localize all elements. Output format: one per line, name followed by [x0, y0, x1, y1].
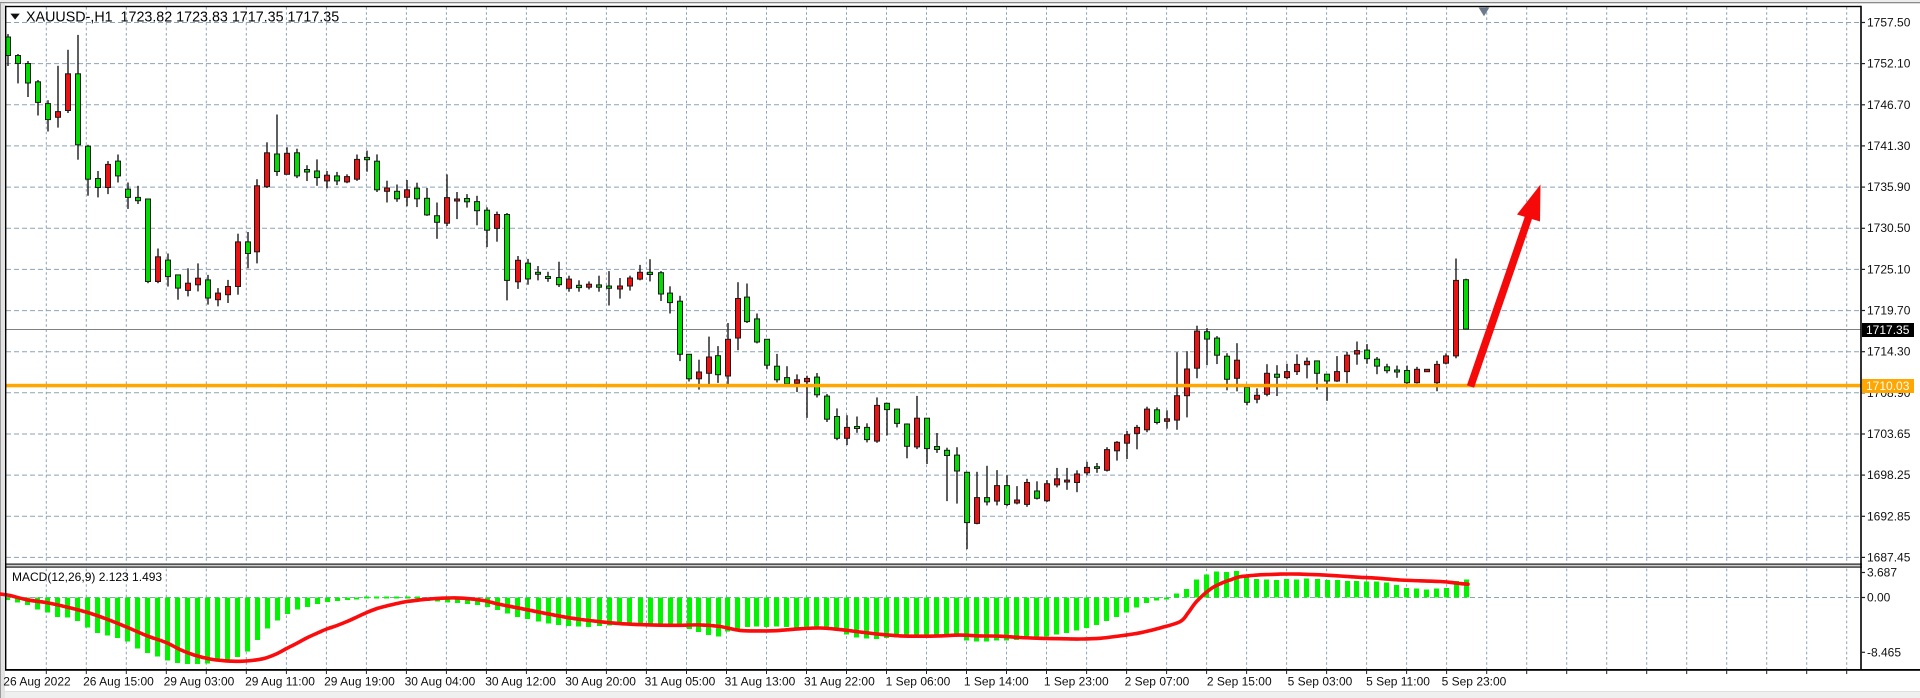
- svg-text:29 Aug 03:00: 29 Aug 03:00: [164, 675, 235, 689]
- svg-text:26 Aug 2022: 26 Aug 2022: [3, 675, 71, 689]
- svg-text:31 Aug 22:00: 31 Aug 22:00: [804, 675, 875, 689]
- svg-text:1746.70: 1746.70: [1867, 98, 1911, 112]
- svg-text:1730.50: 1730.50: [1867, 221, 1911, 235]
- svg-text:1687.45: 1687.45: [1867, 550, 1911, 564]
- svg-text:1692.85: 1692.85: [1867, 509, 1911, 523]
- svg-text:1 Sep 14:00: 1 Sep 14:00: [964, 675, 1029, 689]
- svg-text:1 Sep 06:00: 1 Sep 06:00: [886, 675, 951, 689]
- svg-text:1752.10: 1752.10: [1867, 57, 1911, 71]
- svg-text:1698.25: 1698.25: [1867, 468, 1911, 482]
- svg-text:1725.10: 1725.10: [1867, 262, 1911, 276]
- svg-text:0.00: 0.00: [1867, 591, 1891, 605]
- svg-text:5 Sep 11:00: 5 Sep 11:00: [1366, 675, 1430, 689]
- svg-text:1717.35: 1717.35: [1866, 323, 1910, 337]
- svg-text:1 Sep 23:00: 1 Sep 23:00: [1044, 675, 1109, 689]
- svg-text:-8.465: -8.465: [1867, 645, 1901, 659]
- svg-text:1735.90: 1735.90: [1867, 180, 1911, 194]
- svg-text:31 Aug 05:00: 31 Aug 05:00: [645, 675, 716, 689]
- svg-text:1703.65: 1703.65: [1867, 427, 1911, 441]
- svg-text:31 Aug 13:00: 31 Aug 13:00: [725, 675, 796, 689]
- svg-text:26 Aug 15:00: 26 Aug 15:00: [83, 675, 154, 689]
- svg-text:2 Sep 15:00: 2 Sep 15:00: [1207, 675, 1272, 689]
- svg-text:29 Aug 19:00: 29 Aug 19:00: [324, 675, 395, 689]
- svg-text:1714.30: 1714.30: [1867, 345, 1911, 359]
- svg-text:30 Aug 20:00: 30 Aug 20:00: [565, 675, 636, 689]
- svg-text:29 Aug 11:00: 29 Aug 11:00: [245, 675, 315, 689]
- svg-text:5 Sep 03:00: 5 Sep 03:00: [1288, 675, 1353, 689]
- svg-text:1710.03: 1710.03: [1866, 379, 1910, 393]
- svg-text:5 Sep 23:00: 5 Sep 23:00: [1442, 675, 1507, 689]
- svg-text:2 Sep 07:00: 2 Sep 07:00: [1125, 675, 1190, 689]
- svg-text:3.687: 3.687: [1867, 566, 1897, 580]
- svg-text:XAUUSD-,H1 1723.82 1723.83 17: XAUUSD-,H1 1723.82 1723.83 1717.35 1717.…: [26, 10, 339, 26]
- svg-text:30 Aug 12:00: 30 Aug 12:00: [485, 675, 556, 689]
- svg-text:30 Aug 04:00: 30 Aug 04:00: [405, 675, 476, 689]
- svg-text:1757.50: 1757.50: [1867, 16, 1911, 30]
- svg-text:MACD(12,26,9) 2.123 1.493: MACD(12,26,9) 2.123 1.493: [12, 570, 162, 584]
- svg-text:1719.70: 1719.70: [1867, 304, 1911, 318]
- svg-text:1741.30: 1741.30: [1867, 139, 1911, 153]
